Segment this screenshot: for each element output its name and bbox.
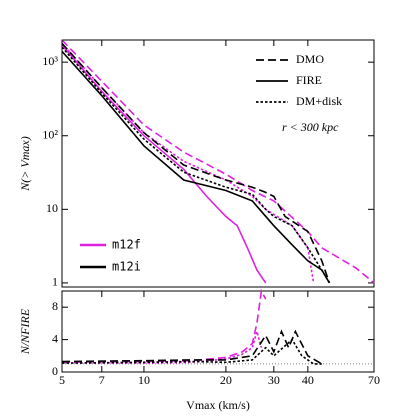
y-tick-label: 4	[52, 331, 58, 345]
legend-label: m12f	[112, 238, 141, 252]
series-line	[62, 328, 263, 364]
x-tick-label: 20	[220, 373, 232, 387]
plot-frame	[61, 39, 375, 288]
series-line	[61, 42, 331, 284]
series-line	[61, 39, 375, 284]
x-tick-label: 10	[138, 373, 150, 387]
legend-label: FIRE	[296, 73, 322, 87]
y-tick-label: 10	[46, 201, 58, 215]
annotation: r < 300 kpc	[282, 120, 339, 134]
series-line	[61, 329, 323, 365]
series-line	[61, 44, 267, 284]
x-axis-label: Vmax (km/s)	[186, 398, 250, 412]
x-tick-label: 5	[59, 373, 65, 387]
legend-label: DM+disk	[296, 94, 342, 108]
y-axis-label: N/NFIRE	[18, 308, 32, 355]
legend-label: DMO	[296, 52, 324, 66]
y-tick-label: 8	[52, 299, 58, 313]
x-tick-label: 70	[368, 373, 380, 387]
y-axis-label: N(> Vmax)	[18, 136, 32, 191]
series-line	[61, 46, 331, 284]
y-tick-label: 1	[52, 275, 58, 289]
x-tick-label: 30	[268, 373, 280, 387]
plot-frame	[61, 290, 375, 373]
y-tick-label: 10³	[42, 54, 58, 68]
series-line	[61, 50, 331, 284]
x-tick-label: 40	[302, 373, 314, 387]
series-line	[61, 338, 322, 365]
x-tick-label: 7	[99, 373, 105, 387]
y-tick-label: 0	[52, 364, 58, 378]
legend-label: m12i	[112, 260, 141, 274]
series-line	[61, 288, 267, 364]
y-tick-label: 10²	[42, 127, 58, 141]
